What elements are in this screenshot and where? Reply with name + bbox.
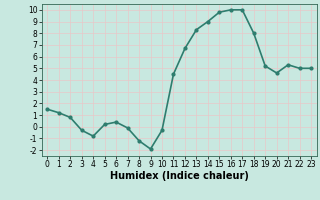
X-axis label: Humidex (Indice chaleur): Humidex (Indice chaleur) <box>110 171 249 181</box>
